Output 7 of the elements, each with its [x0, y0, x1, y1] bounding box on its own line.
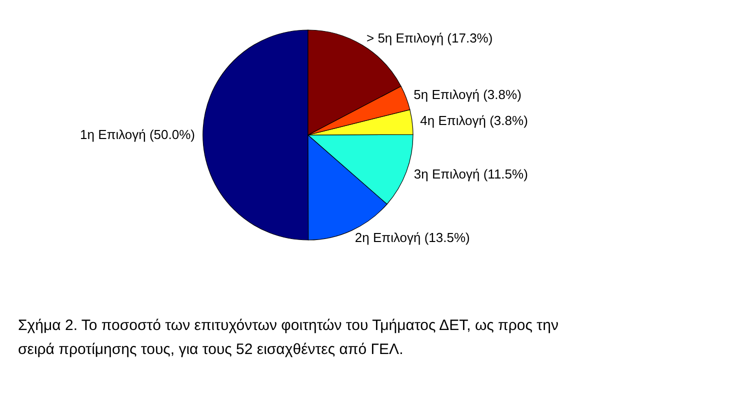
slice-label: 1η Επιλογή (50.0%)	[80, 127, 195, 142]
slice-label: 5η Επιλογή (3.8%)	[414, 86, 522, 102]
slice-label: > 5η Επιλογή (17.3%)	[366, 30, 493, 46]
slice-label: 4η Επιλογή (3.8%)	[420, 113, 528, 128]
slice-label: 3η Επιλογή (11.5%)	[414, 166, 528, 182]
slice-label: 2η Επιλογή (13.5%)	[354, 230, 470, 245]
text: Σχήμα 2. Το ποσοστό των επιτυχόντων φοιτητών του Τμήματος ΔΕΤ, ως προς την σειρά προτίμησης τους, για τους 52 εισαχθέντες από ΓΕΛ.	[18, 317, 558, 358]
